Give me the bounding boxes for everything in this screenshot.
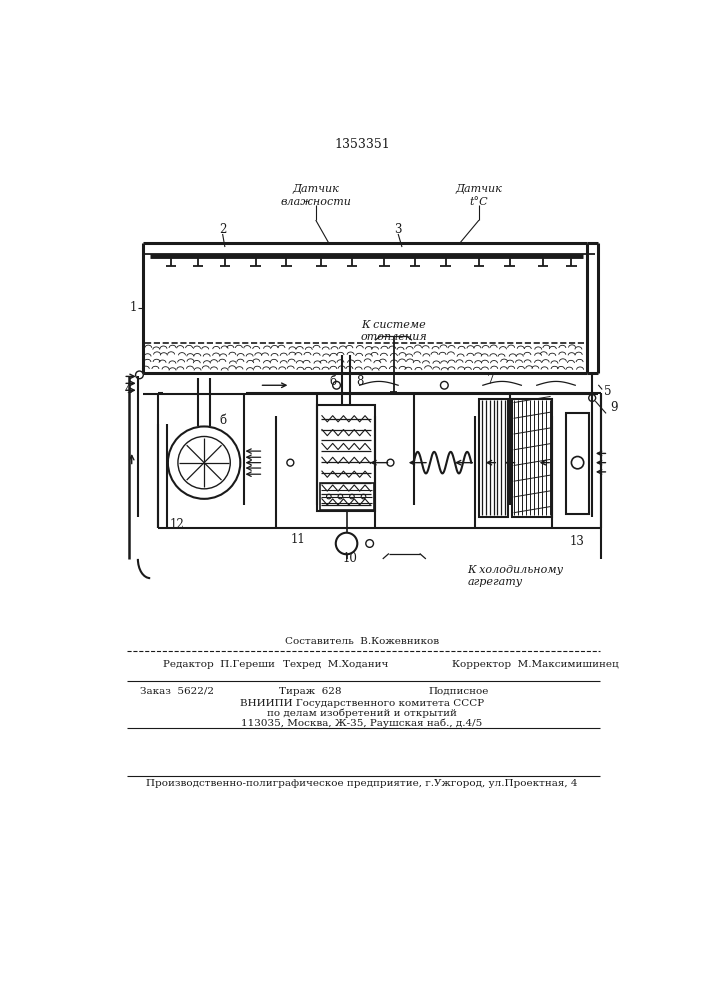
Text: Производственно-полиграфическое предприятие, г.Ужгород, ул.Проектная, 4: Производственно-полиграфическое предприя… — [146, 779, 578, 788]
Text: 13: 13 — [570, 535, 585, 548]
Text: 12: 12 — [170, 518, 185, 531]
Text: по делам изобретений и открытий: по делам изобретений и открытий — [267, 709, 457, 718]
Text: Составитель  В.Кожевников: Составитель В.Кожевников — [285, 637, 439, 646]
Bar — [320, 483, 373, 510]
Text: Заказ  5622/2: Заказ 5622/2 — [140, 687, 214, 696]
Text: 1353351: 1353351 — [334, 138, 390, 151]
Text: К холодильному
агрегату: К холодильному агрегату — [467, 565, 563, 587]
Text: К системе
отопления: К системе отопления — [360, 320, 427, 342]
Text: 5: 5 — [604, 385, 612, 398]
Text: 7: 7 — [487, 374, 494, 387]
Text: 1: 1 — [129, 301, 137, 314]
Bar — [317, 405, 375, 511]
Text: 9: 9 — [610, 401, 617, 414]
Text: 10: 10 — [343, 552, 358, 565]
Text: 8: 8 — [356, 375, 363, 388]
Text: б: б — [329, 375, 337, 388]
Bar — [566, 413, 589, 514]
Text: 3: 3 — [395, 223, 402, 236]
Text: ВНИИПИ Государственного комитета СССР: ВНИИПИ Государственного комитета СССР — [240, 699, 484, 708]
Text: Корректор  М.Максимишинец: Корректор М.Максимишинец — [452, 660, 619, 669]
Text: б: б — [219, 414, 226, 427]
Text: 2: 2 — [219, 223, 226, 236]
Text: Редактор  П.Гереши: Редактор П.Гереши — [163, 660, 275, 669]
Text: 4: 4 — [125, 383, 132, 396]
Text: Датчик
t°C: Датчик t°C — [455, 184, 503, 207]
Text: 113035, Москва, Ж-35, Раушская наб., д.4/5: 113035, Москва, Ж-35, Раушская наб., д.4… — [241, 719, 483, 728]
Text: Подписное: Подписное — [429, 687, 489, 696]
Text: Датчик
влажности: Датчик влажности — [280, 184, 351, 207]
Bar — [512, 399, 552, 517]
Text: Тираж  628: Тираж 628 — [279, 687, 341, 696]
Bar — [479, 399, 508, 517]
Text: 11: 11 — [291, 533, 305, 546]
Text: Техред  М.Хoданич: Техред М.Хoданич — [283, 660, 388, 669]
